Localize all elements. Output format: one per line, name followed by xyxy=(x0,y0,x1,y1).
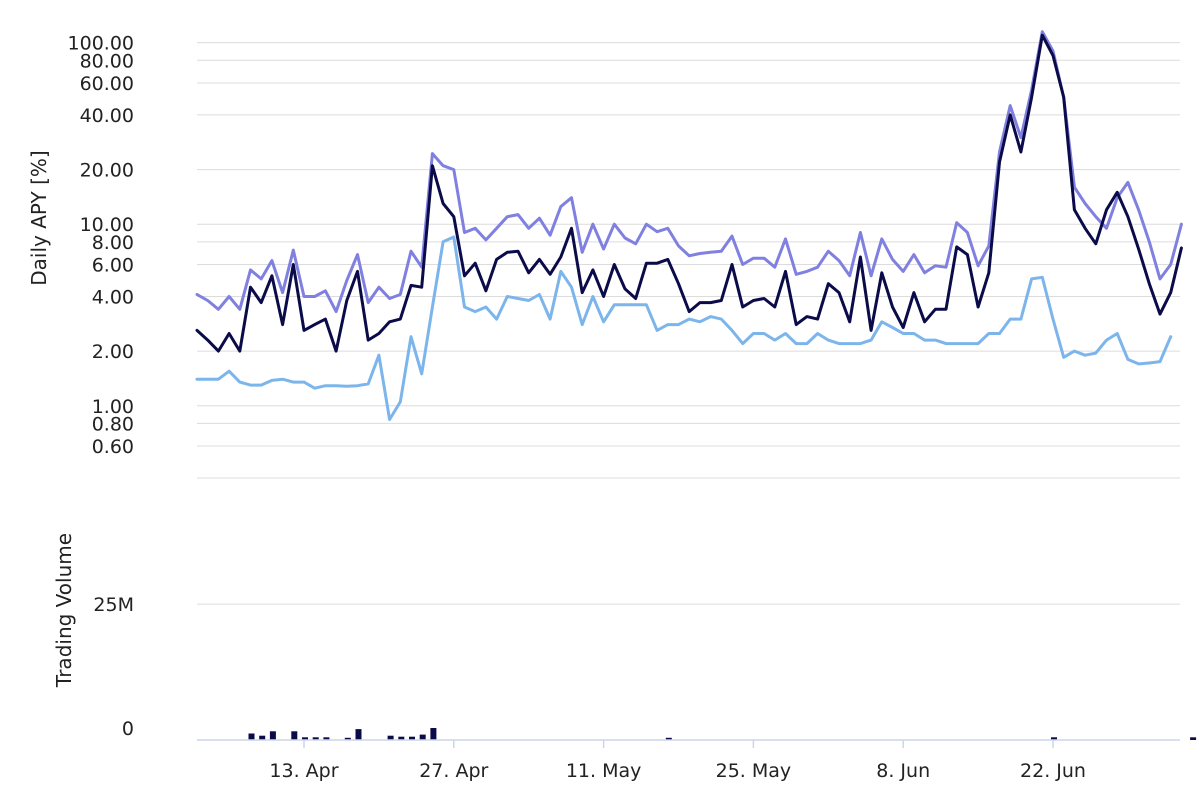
x-tick-label: 27. Apr xyxy=(419,760,488,782)
volume-bar xyxy=(355,729,362,740)
apy-tick-label: 100.00 xyxy=(68,33,134,55)
apy-series-line-2 xyxy=(195,33,1183,353)
apy-tick-label: 6.00 xyxy=(92,254,134,276)
apy-tick-label: 0.60 xyxy=(92,436,134,458)
apy-tick-label: 80.00 xyxy=(80,50,134,72)
x-tick-label: 8. Jun xyxy=(876,760,930,782)
volume-bar xyxy=(430,728,437,740)
apy-tick-label: 2.00 xyxy=(92,341,134,363)
apy-gridlines xyxy=(197,42,1180,479)
apy-series-line-1 xyxy=(195,30,1183,314)
apy-tick-label: 60.00 xyxy=(80,73,134,95)
apy-tick-label: 10.00 xyxy=(80,214,134,236)
date-axis: 13. Apr 27. Apr 11. May 25. May 8. Jun 22. Ju… xyxy=(197,739,1180,782)
volume-y-axis: 0 25M xyxy=(93,594,134,740)
x-tick-label: 22. Jun xyxy=(1020,760,1086,782)
volume-bar xyxy=(419,734,426,740)
apy-series-line-3 xyxy=(195,235,1173,421)
volume-axis-title: Trading Volume xyxy=(52,533,76,688)
apy-axis-title: Daily APY [%] xyxy=(27,150,51,285)
volume-bar xyxy=(665,737,672,740)
volume-bar xyxy=(302,737,308,740)
x-tick-label: 25. May xyxy=(716,760,792,782)
volume-tick-label: 25M xyxy=(93,594,134,616)
volume-bar xyxy=(344,737,351,740)
volume-tick-label: 0 xyxy=(122,718,134,740)
apy-tick-label: 20.00 xyxy=(80,160,134,182)
apy-tick-label: 1.00 xyxy=(92,396,134,418)
volume-bar xyxy=(323,737,330,740)
apy-series-group xyxy=(195,30,1183,421)
volume-bar xyxy=(1190,737,1197,740)
apy-tick-label: 8.00 xyxy=(92,232,134,254)
volume-bar xyxy=(259,735,266,740)
volume-bar xyxy=(387,735,394,740)
apy-tick-label: 0.80 xyxy=(92,413,134,435)
volume-bar xyxy=(398,736,405,740)
volume-bar xyxy=(291,731,298,740)
x-tick-label: 11. May xyxy=(566,760,642,782)
apy-tick-label: 40.00 xyxy=(80,105,134,127)
volume-bar xyxy=(312,737,319,740)
volume-bars-group xyxy=(248,728,1197,740)
volume-bar xyxy=(1051,737,1057,740)
volume-bar xyxy=(409,736,415,740)
apy-tick-label: 4.00 xyxy=(92,286,134,308)
x-tick-label: 13. Apr xyxy=(269,760,338,782)
volume-bar xyxy=(269,731,276,740)
volume-bar xyxy=(248,733,255,740)
